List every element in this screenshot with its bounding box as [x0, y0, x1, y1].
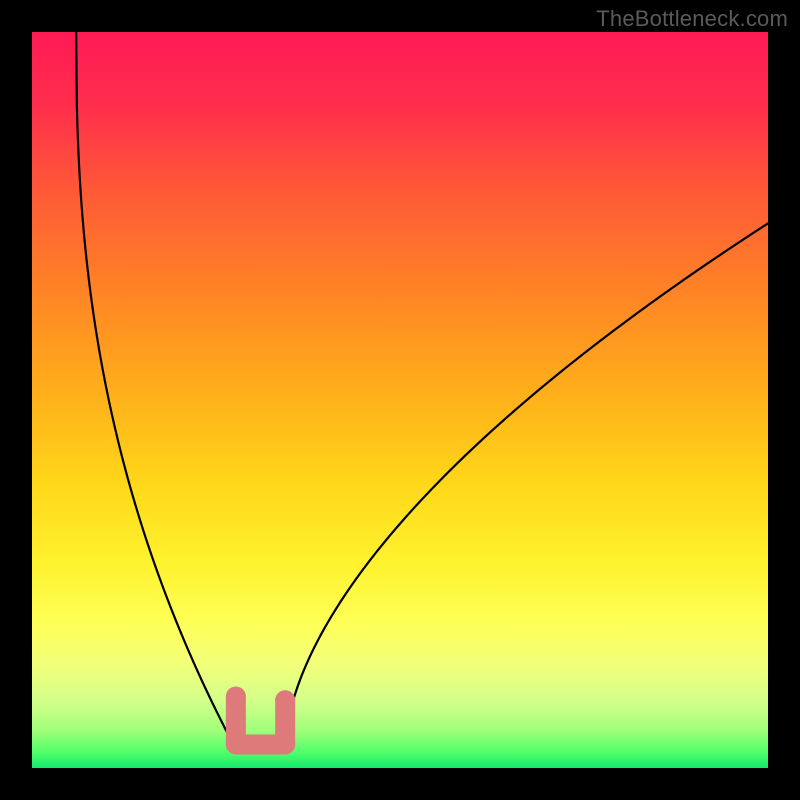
bottleneck-curve-chart: [0, 0, 800, 800]
range-cap-0: [226, 687, 246, 707]
gradient-background: [32, 32, 768, 768]
range-cap-1: [275, 690, 295, 710]
watermark-text: TheBottleneck.com: [596, 6, 788, 32]
chart-root: TheBottleneck.com: [0, 0, 800, 800]
